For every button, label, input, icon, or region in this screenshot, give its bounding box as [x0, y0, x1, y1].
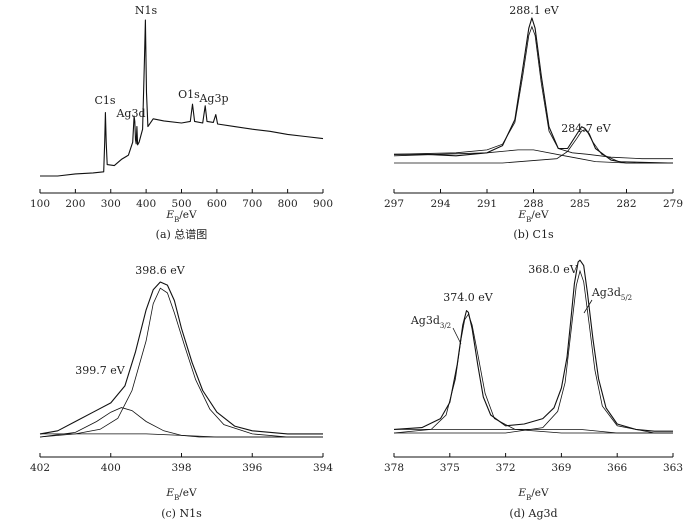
- panel-c-n1s: 402 400 398 396 394 EB/eV (c) N1s 398.6 eV 399.7…: [30, 264, 333, 520]
- peak-label: Ag3d: [115, 107, 145, 120]
- peak-label: C1s: [94, 94, 115, 107]
- series-line-fit-3d5-2: [394, 269, 673, 434]
- panel-caption: (c) N1s: [161, 507, 202, 520]
- series-line-fit-288-1: [393, 25, 673, 160]
- series-line-measured: [39, 281, 323, 435]
- x-tick-label: 398: [171, 462, 191, 474]
- x-tick-label: 500: [171, 198, 191, 210]
- peak-label: N1s: [135, 4, 158, 17]
- x-tick-label: 282: [616, 198, 636, 210]
- x-tick-label: 363: [663, 462, 683, 474]
- series-line-background: [393, 149, 673, 164]
- x-tick-label: 396: [242, 462, 262, 474]
- peak-label: 368.0 eV: [528, 263, 578, 276]
- series-line-measured: [394, 17, 673, 164]
- x-tick-label: 291: [477, 198, 497, 210]
- series-line-measured: [393, 259, 673, 432]
- x-tick-label: 294: [430, 198, 450, 210]
- x-axis-label: EB/eV: [165, 209, 197, 224]
- panel-caption: (b) C1s: [513, 228, 554, 241]
- x-tick-label: 297: [384, 198, 404, 210]
- series-line: [40, 19, 324, 177]
- panel-b-c1s: 297 294 291 288 285 282 279 EB/eV (b) C1s 288.1 e…: [384, 4, 683, 241]
- peak-label: 288.1 eV: [509, 4, 559, 17]
- series-line-background: [394, 428, 673, 434]
- peak-label: 374.0 eV: [443, 291, 493, 304]
- peak-label: O1s: [178, 88, 200, 101]
- peak-label: Ag3p: [198, 92, 228, 105]
- x-tick-label: 366: [607, 462, 627, 474]
- x-tick-label: 800: [278, 198, 298, 210]
- x-tick-label: 288: [523, 198, 543, 210]
- peak-label: Ag3d3/2: [410, 314, 451, 330]
- x-tick-label: 300: [101, 198, 121, 210]
- x-tick-label: 378: [384, 462, 404, 474]
- x-axis-label: EB/eV: [165, 487, 197, 502]
- panel-d-ag3d: 378 375 372 369 366 363 EB/eV (d) Ag3d 374.0 eV 3…: [384, 259, 683, 520]
- x-axis-label: EB/eV: [517, 209, 549, 224]
- series-line-fit-3d3-2: [393, 313, 673, 434]
- peak-label: 398.6 eV: [135, 264, 185, 277]
- x-tick-label: 372: [496, 462, 516, 474]
- panel-a-survey: 100 200 300 400 500 600 700 800 900 EB/eV (a) 总谱图 C…: [30, 4, 333, 241]
- x-tick-label: 600: [207, 198, 227, 210]
- x-tick-label: 285: [570, 198, 590, 210]
- series-line-background: [40, 433, 323, 438]
- x-tick-label: 402: [30, 462, 50, 474]
- series-line-fit-398-6: [39, 287, 323, 438]
- panel-caption: (a) 总谱图: [156, 227, 208, 241]
- x-tick-label: 100: [30, 198, 50, 210]
- peak-leader-line: [452, 327, 462, 345]
- x-tick-label: 375: [440, 462, 460, 474]
- x-tick-label: 394: [313, 462, 333, 474]
- x-tick-label: 200: [65, 198, 85, 210]
- x-tick-label: 900: [313, 198, 333, 210]
- x-tick-label: 400: [136, 198, 156, 210]
- peak-label: 284.7 eV: [561, 122, 611, 135]
- panel-caption: (d) Ag3d: [509, 507, 557, 520]
- series-line-fit-399-7: [39, 407, 323, 438]
- x-tick-label: 369: [551, 462, 571, 474]
- x-tick-label: 400: [101, 462, 121, 474]
- series-line-fit-284-7: [394, 129, 674, 164]
- x-axis-label: EB/eV: [517, 487, 549, 502]
- x-tick-label: 700: [242, 198, 262, 210]
- peak-label: Ag3d5/2: [591, 286, 632, 302]
- peak-label: 399.7 eV: [75, 364, 125, 377]
- peak-leader-line: [583, 299, 593, 314]
- x-tick-label: 279: [663, 198, 683, 210]
